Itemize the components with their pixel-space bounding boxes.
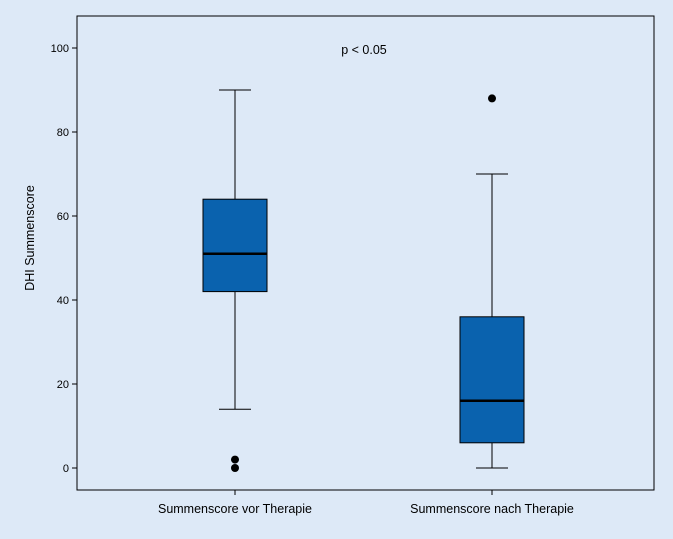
y-tick-label: 40 <box>57 295 69 307</box>
x-axis: Summenscore vor Therapie Summenscore nach… <box>158 490 574 516</box>
y-axis-title: DHI Summenscore <box>23 185 37 291</box>
x-category-label: Summenscore vor Therapie <box>158 502 312 516</box>
y-tick-label: 20 <box>57 379 69 391</box>
iqr-box <box>202 198 268 293</box>
outlier-point <box>231 464 239 472</box>
y-tick-label: 0 <box>63 463 69 475</box>
y-tick-label: 80 <box>57 127 69 139</box>
y-tick-label: 60 <box>57 211 69 223</box>
boxes-layer <box>202 89 525 472</box>
iqr-box <box>459 316 525 444</box>
x-category-label: Summenscore nach Therapie <box>410 502 574 516</box>
outlier-point <box>231 455 239 464</box>
y-axis: 0 20 40 60 80 100 <box>51 43 77 475</box>
y-tick-label: 100 <box>51 43 69 55</box>
plot-area <box>76 15 655 491</box>
outlier-point <box>488 94 496 103</box>
p-value-annotation: p < 0.05 <box>341 43 387 57</box>
